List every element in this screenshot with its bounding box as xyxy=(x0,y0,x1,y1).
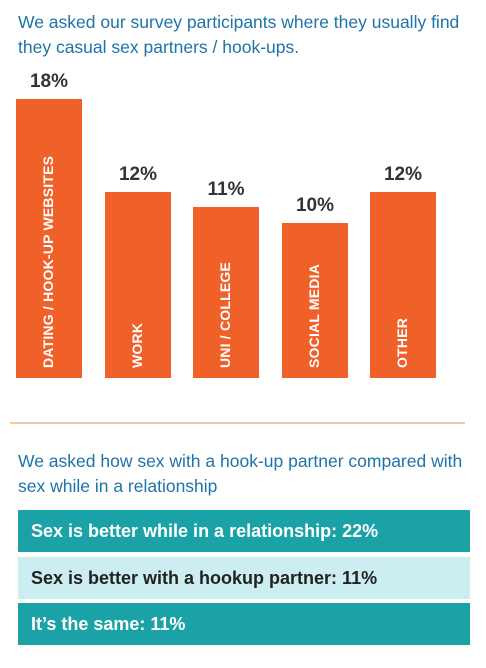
bar-social-media xyxy=(282,223,348,378)
bar-work xyxy=(105,192,171,378)
bar-uni-college xyxy=(193,207,259,378)
bar-chart: 18% DATING / HOOK-UP WEBSITES 12% WORK 11% UN… xyxy=(16,71,436,378)
bar-value-dating-hook-up-websites: 18% xyxy=(29,71,69,92)
bar-label-work: WORK xyxy=(129,322,145,368)
bar-label-dating-hook-up-websites: DATING / HOOK-UP WEBSITES xyxy=(40,155,56,368)
bar-value-other: 12% xyxy=(383,164,423,185)
bar-value-social-media: 10% xyxy=(295,195,335,216)
bar-label-social-media: SOCIAL MEDIA xyxy=(306,263,322,368)
comparison-row-same: It’s the same: 11% xyxy=(18,603,470,645)
bar-value-uni-college: 11% xyxy=(207,179,245,200)
bar-label-uni-college: UNI / COLLEGE xyxy=(217,261,233,368)
bar-label-other: OTHER xyxy=(394,318,410,368)
bar-other xyxy=(370,192,436,378)
bar-value-work: 12% xyxy=(118,164,158,185)
section-divider xyxy=(10,422,465,424)
comparison-row-hookup: Sex is better with a hookup partner: 11% xyxy=(18,557,470,599)
survey-question-2: We asked how sex with a hook-up partner … xyxy=(18,451,463,496)
comparison-row-relationship: Sex is better while in a relationship: 2… xyxy=(18,510,470,552)
bar-dating-hook-up-websites xyxy=(16,99,82,378)
survey-question-1: We asked our survey participants where t… xyxy=(18,12,460,57)
